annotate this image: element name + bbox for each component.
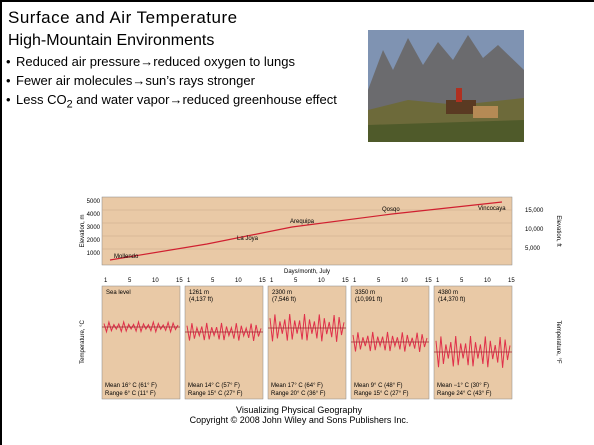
day-tick-label: 10 <box>235 278 242 284</box>
figure: Mollendo La Joya Arequipa Qosqo Vincocaya 500… <box>2 2 594 402</box>
range-label: Range 20° C (36° F) <box>271 391 326 397</box>
y-tick-label: 5,000 <box>525 246 541 252</box>
caption-line: Visualizing Physical Geography <box>2 405 594 415</box>
day-tick-label: 15 <box>425 278 432 284</box>
range-label: Range 15° C (27° F) <box>354 391 409 397</box>
slide: Surface and Air Temperature High-Mountai… <box>0 0 594 445</box>
range-label: Range 24° C (43° F) <box>437 391 492 397</box>
day-tick-label: 1 <box>353 278 357 284</box>
elevation-label: 1261 m <box>189 290 209 296</box>
y-tick-label: 15,000 <box>525 208 544 214</box>
day-tick-label: 1 <box>187 278 191 284</box>
elevation-label: (4,137 ft) <box>189 297 213 303</box>
axis-label: Elevation, ft <box>555 215 561 247</box>
day-tick-label: 5 <box>128 278 132 284</box>
day-tick-label: 5 <box>377 278 381 284</box>
caption-line: Copyright © 2008 John Wiley and Sons Pub… <box>2 415 594 425</box>
elevation-label: 4380 m <box>438 290 458 296</box>
day-tick-label: 15 <box>259 278 266 284</box>
day-tick-label: 15 <box>342 278 349 284</box>
axis-label: Temperature, °F <box>555 320 561 363</box>
y-tick-label: 10,000 <box>525 227 544 233</box>
day-tick-label: 5 <box>294 278 298 284</box>
day-tick-label: 10 <box>318 278 325 284</box>
elevation-label: (10,991 ft) <box>355 297 382 303</box>
y-tick-label: 4000 <box>87 212 101 218</box>
y-tick-label: 5000 <box>87 199 101 205</box>
y-tick-label: 3000 <box>87 225 101 231</box>
day-tick-label: 15 <box>176 278 183 284</box>
day-tick-label: 1 <box>436 278 440 284</box>
y-tick-label: 2000 <box>87 238 101 244</box>
day-tick-label: 10 <box>152 278 159 284</box>
day-tick-label: 5 <box>460 278 464 284</box>
station-label: Mollendo <box>114 254 139 260</box>
axis-label: Temperature, °C <box>80 319 86 363</box>
caption: Visualizing Physical Geography Copyright… <box>2 405 594 425</box>
mean-label: Mean 14° C (57° F) <box>188 383 240 389</box>
day-tick-label: 15 <box>508 278 515 284</box>
day-tick-label: 1 <box>104 278 108 284</box>
station-label: La Joya <box>237 236 259 242</box>
elevation-label: Sea level <box>106 290 131 296</box>
mean-label: Mean 17° C (64° F) <box>271 383 323 389</box>
mean-label: Mean −1° C (30° F) <box>437 383 489 389</box>
day-tick-label: 1 <box>270 278 274 284</box>
elevation-label: 2300 m <box>272 290 292 296</box>
elevation-label: (7,546 ft) <box>272 297 296 303</box>
elevation-label: (14,370 ft) <box>438 297 465 303</box>
range-label: Range 15° C (27° F) <box>188 391 243 397</box>
y-tick-label: 1000 <box>87 251 101 257</box>
station-label: Vincocaya <box>478 206 506 212</box>
axis-label: Elevation, m <box>80 214 86 247</box>
elevation-label: 3350 m <box>355 290 375 296</box>
day-tick-label: 10 <box>401 278 408 284</box>
page: Surface and Air Temperature High-Mountai… <box>0 0 594 445</box>
station-label: Qosqo <box>382 207 400 213</box>
station-label: Arequipa <box>290 219 315 225</box>
day-tick-label: 5 <box>211 278 215 284</box>
mean-label: Mean 9° C (48° F) <box>354 383 402 389</box>
axis-label: Days/month, July <box>284 269 330 275</box>
mean-label: Mean 16° C (61° F) <box>105 383 157 389</box>
day-tick-label: 10 <box>484 278 491 284</box>
range-label: Range 6° C (11° F) <box>105 391 156 397</box>
